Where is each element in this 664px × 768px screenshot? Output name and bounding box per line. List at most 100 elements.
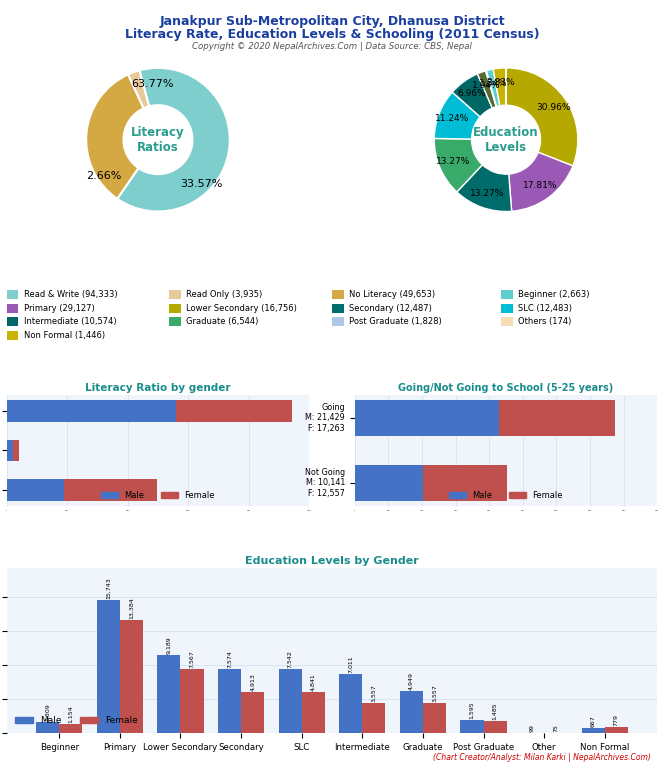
Text: 1,309: 1,309 — [45, 703, 50, 721]
Text: 33.57%: 33.57% — [180, 179, 222, 189]
Text: 1,485: 1,485 — [493, 702, 497, 720]
Text: 30.96%: 30.96% — [537, 103, 571, 112]
Text: 1,595: 1,595 — [469, 701, 475, 719]
Wedge shape — [452, 74, 492, 117]
Bar — [7, 330, 19, 339]
Bar — [339, 674, 363, 733]
Wedge shape — [509, 152, 573, 211]
Text: 11.24%: 11.24% — [436, 114, 469, 124]
Legend: Male, Female: Male, Female — [98, 488, 218, 504]
Text: 2.66%: 2.66% — [86, 170, 122, 180]
Text: 1.54%: 1.54% — [479, 79, 507, 88]
Text: Literacy
Ratios: Literacy Ratios — [131, 126, 185, 154]
Bar — [7, 479, 64, 501]
Text: 9,189: 9,189 — [167, 637, 171, 654]
Bar — [59, 723, 82, 733]
Bar — [97, 600, 120, 733]
Bar — [605, 727, 627, 733]
Text: 15,743: 15,743 — [106, 577, 111, 598]
Wedge shape — [128, 71, 149, 108]
Bar — [169, 303, 181, 313]
Wedge shape — [493, 68, 506, 106]
Bar — [241, 692, 264, 733]
Bar — [176, 400, 292, 422]
Text: 7,011: 7,011 — [349, 655, 353, 673]
Wedge shape — [118, 68, 230, 211]
Text: 4,949: 4,949 — [409, 672, 414, 690]
Wedge shape — [477, 71, 496, 108]
Bar — [218, 669, 241, 733]
Bar — [13, 439, 19, 462]
Text: 99: 99 — [530, 723, 535, 732]
Bar — [7, 400, 176, 422]
Title: Going/Not Going to School (5-25 years): Going/Not Going to School (5-25 years) — [398, 383, 614, 393]
Bar — [461, 720, 483, 733]
Bar — [37, 723, 59, 733]
Text: Graduate (6,544): Graduate (6,544) — [186, 317, 258, 326]
Bar — [499, 400, 615, 435]
Title: Education Levels by Gender: Education Levels by Gender — [245, 555, 419, 565]
Bar — [501, 303, 513, 313]
Bar — [169, 290, 181, 300]
Bar — [332, 303, 344, 313]
Wedge shape — [457, 165, 512, 211]
Title: Literacy Ratio by gender: Literacy Ratio by gender — [85, 383, 230, 393]
Bar — [7, 303, 19, 313]
Text: Literacy Rate, Education Levels & Schooling (2011 Census): Literacy Rate, Education Levels & School… — [125, 28, 539, 41]
Bar — [169, 317, 181, 326]
Text: 779: 779 — [614, 713, 619, 726]
Text: 2.83%: 2.83% — [487, 78, 515, 87]
Text: 13,384: 13,384 — [129, 597, 134, 619]
Text: SLC (12,483): SLC (12,483) — [518, 303, 572, 313]
Bar — [355, 465, 423, 501]
Bar — [181, 669, 203, 733]
Text: Lower Secondary (16,756): Lower Secondary (16,756) — [186, 303, 297, 313]
Wedge shape — [485, 71, 497, 107]
Text: Post Graduate (1,828): Post Graduate (1,828) — [349, 317, 442, 326]
Text: 3,557: 3,557 — [432, 684, 437, 702]
Text: Read Only (3,935): Read Only (3,935) — [186, 290, 262, 300]
Text: 7,542: 7,542 — [288, 650, 293, 668]
Text: Intermediate (10,574): Intermediate (10,574) — [23, 317, 116, 326]
Wedge shape — [434, 92, 480, 139]
Text: 4,913: 4,913 — [250, 673, 255, 690]
Text: Copyright © 2020 NepalArchives.Com | Data Source: CBS, Nepal: Copyright © 2020 NepalArchives.Com | Dat… — [192, 42, 472, 51]
Text: Secondary (12,487): Secondary (12,487) — [349, 303, 432, 313]
Text: Non Formal (1,446): Non Formal (1,446) — [23, 330, 105, 339]
Text: Education
Levels: Education Levels — [473, 126, 539, 154]
Text: 7,567: 7,567 — [189, 650, 195, 668]
Bar — [64, 479, 157, 501]
Text: 7,574: 7,574 — [227, 650, 232, 668]
Bar — [120, 620, 143, 733]
Bar — [7, 317, 19, 326]
Text: 17.81%: 17.81% — [523, 181, 558, 190]
Text: 1.94%: 1.94% — [472, 81, 501, 90]
Bar — [423, 465, 507, 501]
Bar — [279, 670, 301, 733]
Text: Janakpur Sub-Metropolitan City, Dhanusa District: Janakpur Sub-Metropolitan City, Dhanusa … — [159, 15, 505, 28]
Text: No Literacy (49,653): No Literacy (49,653) — [349, 290, 435, 300]
Text: 667: 667 — [591, 715, 596, 727]
Text: 75: 75 — [553, 724, 558, 732]
Bar — [400, 691, 423, 733]
Bar — [332, 290, 344, 300]
Text: 13.27%: 13.27% — [470, 190, 504, 198]
Bar — [501, 317, 513, 326]
Wedge shape — [434, 138, 483, 192]
Text: 1,154: 1,154 — [68, 705, 73, 723]
Bar — [355, 400, 499, 435]
Text: 63.77%: 63.77% — [131, 78, 173, 88]
Text: Read & Write (94,333): Read & Write (94,333) — [23, 290, 117, 300]
Text: Beginner (2,663): Beginner (2,663) — [518, 290, 590, 300]
Bar — [483, 721, 507, 733]
Bar — [501, 290, 513, 300]
Bar — [301, 692, 325, 733]
Legend: Male, Female: Male, Female — [446, 488, 566, 504]
Text: 6.96%: 6.96% — [458, 89, 487, 98]
Text: Others (174): Others (174) — [518, 317, 572, 326]
Bar — [7, 290, 19, 300]
Bar — [7, 439, 13, 462]
Bar — [423, 703, 446, 733]
Text: 3,557: 3,557 — [371, 684, 376, 702]
Text: Primary (29,127): Primary (29,127) — [23, 303, 94, 313]
